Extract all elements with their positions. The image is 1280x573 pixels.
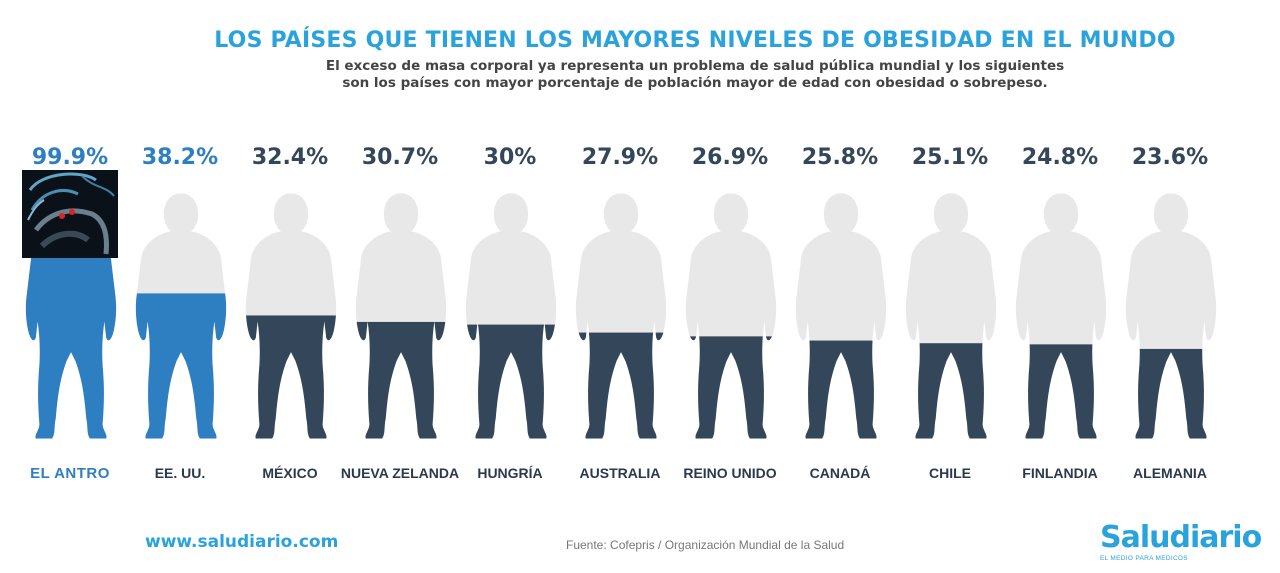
chart-subtitle-line-1: El exceso de masa corporal ya representa… <box>325 58 1065 74</box>
category-label: ALEMANIA <box>1133 465 1207 481</box>
fill-bar <box>685 336 777 439</box>
avatar-face-image <box>22 170 118 258</box>
body-silhouette <box>245 193 337 439</box>
body-silhouette <box>905 193 997 439</box>
value-label: 24.8% <box>1021 145 1099 170</box>
fill-bar <box>1125 348 1217 439</box>
fill-bar <box>245 315 337 439</box>
figure-1: 38.2% EE. UU. <box>125 140 235 500</box>
value-label: 26.9% <box>691 145 769 170</box>
category-label: EL ANTRO <box>30 465 110 482</box>
figure-4: 30% HUNGRÍA <box>455 140 565 500</box>
category-label: CANADÁ <box>809 465 871 481</box>
fill-bar <box>575 332 667 439</box>
source-note: Fuente: Cofepris / Organización Mundial … <box>566 538 845 552</box>
fill-bar <box>905 343 997 439</box>
figure-3: 30.7% NUEVA ZELANDA <box>341 140 459 500</box>
value-label: 30% <box>483 145 537 170</box>
figure-10: 23.6% ALEMANIA <box>1115 140 1225 500</box>
body-silhouette <box>135 193 227 439</box>
category-label: REINO UNIDO <box>683 465 777 481</box>
value-label: 25.8% <box>801 145 879 170</box>
value-label: 27.9% <box>581 145 659 170</box>
chart-title: LOS PAÍSES QUE TIENEN LOS MAYORES NIVELE… <box>214 28 1176 53</box>
body-silhouette <box>685 193 777 439</box>
fill-bar <box>355 321 447 439</box>
fill-bar <box>1015 344 1107 439</box>
category-label: EE. UU. <box>154 465 206 481</box>
body-silhouette <box>465 193 557 439</box>
category-label: MÉXICO <box>262 465 318 481</box>
value-label: 23.6% <box>1131 145 1209 170</box>
fill-bar <box>465 324 557 439</box>
figure-6: 26.9% REINO UNIDO <box>675 140 785 500</box>
fill-bar <box>795 340 887 439</box>
body-silhouette <box>1015 193 1107 439</box>
website-link[interactable]: www.saludiario.com <box>145 532 339 552</box>
category-label: HUNGRÍA <box>477 465 543 481</box>
body-silhouette <box>795 193 887 439</box>
category-label: CHILE <box>929 465 971 481</box>
value-label: 99.9% <box>31 145 109 170</box>
value-label: 38.2% <box>141 145 219 170</box>
body-silhouette <box>1125 193 1217 439</box>
fill-bar <box>135 293 227 439</box>
figure-9: 24.8% FINLANDIA <box>1005 140 1115 500</box>
figure-8: 25.1% CHILE <box>895 140 1005 500</box>
category-label: FINLANDIA <box>1022 465 1098 481</box>
saludiario-logo-tagline: EL MEDIO PARA MEDICOS <box>1100 555 1188 562</box>
value-label: 30.7% <box>361 145 439 170</box>
figure-2: 32.4% MÉXICO <box>235 140 345 500</box>
figure-5: 27.9% AUSTRALIA <box>565 140 675 500</box>
body-silhouette <box>575 193 667 439</box>
saludiario-logo: Saludiario <box>1100 520 1262 555</box>
category-label: AUSTRALIA <box>579 465 661 481</box>
value-label: 25.1% <box>911 145 989 170</box>
value-label: 32.4% <box>251 145 329 170</box>
body-silhouette <box>355 193 447 439</box>
chart-subtitle-line-2: son los países con mayor porcentaje de p… <box>342 75 1048 91</box>
category-label: NUEVA ZELANDA <box>340 465 460 481</box>
figure-7: 25.8% CANADÁ <box>785 140 895 500</box>
